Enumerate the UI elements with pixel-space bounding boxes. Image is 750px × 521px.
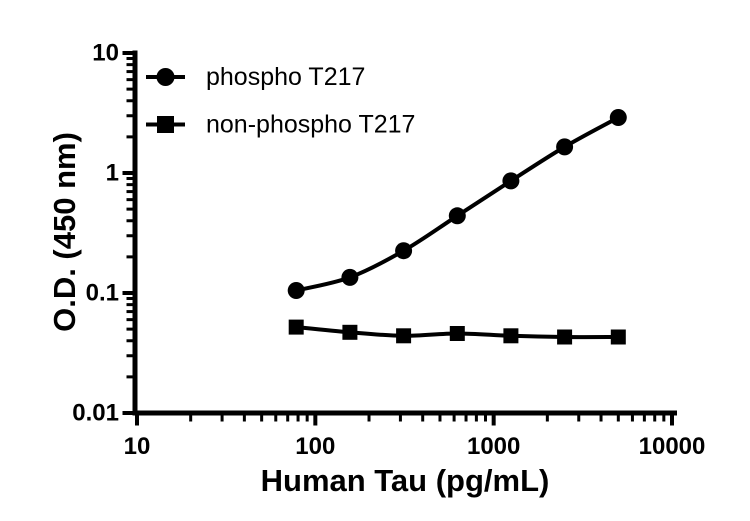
y-axis-tick-label-10: 10 [92, 40, 119, 67]
legend-item-non-phospho-t217: non-phospho T217 [146, 111, 415, 139]
data-point-non-phospho-t217-2 [396, 328, 412, 344]
data-point-non-phospho-t217-3 [449, 326, 465, 341]
axis-ticks [122, 51, 674, 426]
axes [132, 50, 677, 416]
data-point-phospho-t217-0 [287, 282, 305, 299]
y-axis-tick-label-1: 1 [106, 160, 119, 187]
data-point-phospho-t217-1 [341, 268, 359, 286]
data-point-non-phospho-t217-1 [342, 324, 358, 340]
tick-labels: 10 100 1000 10000 0.01 0.1 1 10 [72, 40, 705, 461]
data-point-non-phospho-t217-0 [288, 319, 304, 335]
series-phospho-t217 [287, 109, 627, 299]
x-axis-label: Human Tau (pg/mL) [261, 463, 550, 498]
legend-label-non-phospho-t217: non-phospho T217 [206, 111, 415, 139]
data-point-phospho-t217-3 [448, 207, 466, 225]
series-non-phospho-t217 [288, 319, 626, 345]
data-point-phospho-t217-5 [556, 138, 574, 156]
legend-item-phospho-t217: phospho T217 [146, 63, 365, 91]
data-point-phospho-t217-2 [395, 242, 413, 260]
data-point-phospho-t217-6 [609, 109, 627, 126]
x-axis-tick-label-100: 100 [295, 433, 335, 460]
legend-circle-marker-icon [156, 68, 175, 86]
data-point-non-phospho-t217-6 [610, 329, 626, 345]
legend: phospho T217 non-phospho T217 [146, 63, 415, 139]
legend-label-phospho-t217: phospho T217 [206, 63, 365, 91]
y-axis-tick-label-0.1: 0.1 [86, 280, 119, 307]
data-point-non-phospho-t217-5 [557, 329, 573, 345]
legend-square-marker-icon [157, 116, 174, 133]
data-point-non-phospho-t217-4 [503, 328, 519, 344]
y-axis-tick-label-0.01: 0.01 [72, 400, 119, 427]
x-axis-tick-label-1000: 1000 [467, 433, 520, 460]
x-axis-tick-label-10000: 10000 [639, 433, 706, 460]
data-point-phospho-t217-4 [502, 172, 520, 190]
x-axis-tick-label-10: 10 [124, 433, 151, 460]
y-axis-label: O.D. (450 nm) [47, 132, 82, 332]
